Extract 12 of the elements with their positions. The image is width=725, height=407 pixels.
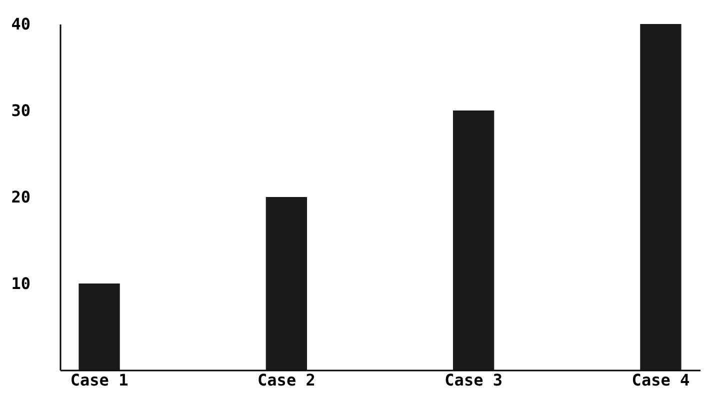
bar bbox=[266, 197, 308, 370]
x-tick-label: Case 2 bbox=[258, 370, 316, 390]
bar bbox=[640, 24, 682, 370]
y-tick-label: 10 bbox=[11, 274, 30, 293]
y-tick-label: 20 bbox=[11, 188, 30, 206]
x-tick-label: Case 3 bbox=[444, 370, 502, 390]
x-tick-label: Case 4 bbox=[632, 370, 690, 390]
x-tick-label: Case 1 bbox=[70, 370, 128, 390]
bar bbox=[452, 110, 494, 370]
bar bbox=[78, 284, 120, 370]
y-tick-label: 40 bbox=[11, 14, 30, 34]
y-tick-label: 30 bbox=[11, 101, 30, 120]
